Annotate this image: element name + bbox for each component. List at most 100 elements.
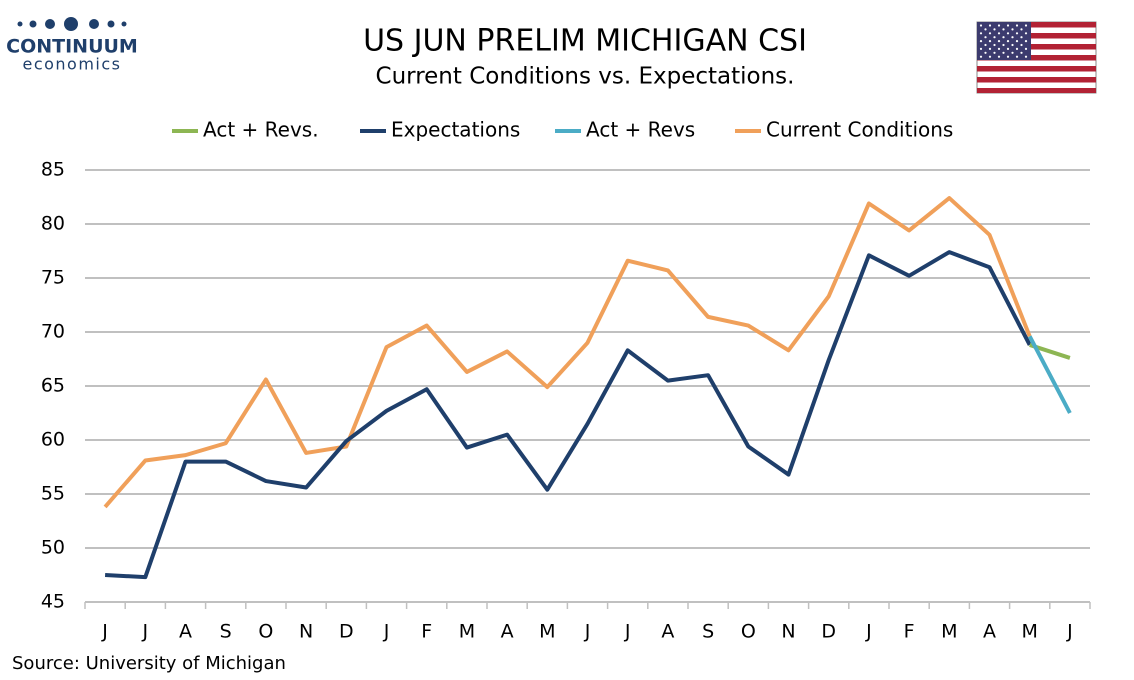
- y-tick-label: 55: [41, 483, 65, 505]
- legend-label: Act + Revs.: [203, 118, 319, 142]
- star: [993, 43, 996, 47]
- x-tick-label: M: [941, 621, 957, 643]
- star: [1006, 47, 1010, 51]
- star: [997, 24, 1001, 27]
- star: [979, 40, 983, 43]
- star: [988, 24, 992, 27]
- flag-stars: [979, 24, 1028, 58]
- flag-canton: [977, 22, 1031, 60]
- source: Source: University of Michigan: [12, 653, 286, 674]
- star: [1002, 36, 1005, 39]
- star: [1011, 51, 1014, 54]
- x-tick-label: S: [220, 621, 232, 643]
- star: [1020, 51, 1023, 54]
- star: [1024, 32, 1028, 35]
- logo-dot: [107, 20, 115, 28]
- star: [979, 24, 983, 27]
- star: [993, 28, 996, 31]
- star: [1015, 40, 1019, 43]
- star: [1024, 40, 1028, 43]
- star: [988, 55, 992, 58]
- star: [984, 28, 987, 31]
- x-tick-label: M: [539, 621, 555, 643]
- star: [1002, 51, 1005, 54]
- legend-label: Expectations: [391, 118, 520, 142]
- logo-dot: [64, 17, 78, 31]
- chart-title: US JUN PRELIM MICHIGAN CSI: [363, 24, 807, 59]
- x-tick-label: J: [141, 621, 148, 643]
- star: [997, 32, 1001, 35]
- x-tick-label: J: [584, 621, 591, 643]
- star: [1020, 28, 1023, 31]
- logo-dot: [29, 20, 37, 28]
- star: [1006, 55, 1010, 58]
- y-tick-label: 65: [41, 375, 65, 397]
- logo-name: CONTINUUM: [6, 36, 138, 58]
- y-tick-label: 60: [41, 429, 65, 451]
- x-tick-label: F: [421, 621, 432, 643]
- y-tick-label: 75: [41, 267, 65, 289]
- x-tick-label: S: [702, 621, 714, 643]
- star: [1006, 32, 1010, 35]
- star: [997, 55, 1001, 58]
- star: [1020, 43, 1023, 47]
- x-tick-label: O: [741, 621, 756, 643]
- y-tick-label: 45: [41, 591, 65, 613]
- x-tick-label: N: [781, 621, 795, 643]
- logo-tagline: economics: [22, 55, 121, 74]
- logo-dot: [17, 21, 23, 27]
- star: [1015, 32, 1019, 35]
- star: [979, 47, 983, 51]
- x-tick-label: A: [501, 621, 514, 643]
- x-tick-label: J: [101, 621, 108, 643]
- x-tick-label: F: [904, 621, 915, 643]
- x-tick-label: N: [299, 621, 313, 643]
- series-line: [104, 250, 1032, 580]
- star: [984, 43, 987, 47]
- star: [1015, 24, 1019, 27]
- x-tick-label: J: [1066, 621, 1073, 643]
- x-tick-label: M: [459, 621, 475, 643]
- star: [997, 40, 1001, 43]
- star: [1002, 43, 1005, 47]
- y-tick-label: 50: [41, 537, 65, 559]
- star: [984, 36, 987, 39]
- star: [1024, 55, 1028, 58]
- star: [979, 32, 983, 35]
- star: [988, 32, 992, 35]
- star: [1024, 24, 1028, 27]
- x-tick-label: A: [983, 621, 996, 643]
- star: [1015, 55, 1019, 58]
- star: [993, 51, 996, 54]
- star: [993, 36, 996, 39]
- star: [1006, 24, 1010, 27]
- legend-label: Current Conditions: [766, 118, 953, 142]
- logo: CONTINUUM economics: [6, 17, 138, 74]
- x-tick-label: A: [661, 621, 674, 643]
- y-tick-label: 70: [41, 321, 65, 343]
- star: [1002, 28, 1005, 31]
- logo-dot: [89, 19, 99, 29]
- x-tick-label: D: [339, 621, 354, 643]
- x-tick-label: M: [1021, 621, 1037, 643]
- star: [984, 51, 987, 54]
- x-tick-label: J: [624, 621, 631, 643]
- series-line: [1027, 335, 1072, 414]
- star: [1006, 40, 1010, 43]
- x-tick-label: O: [258, 621, 273, 643]
- x-tick-label: J: [383, 621, 390, 643]
- star: [1015, 47, 1019, 51]
- star: [1024, 47, 1028, 51]
- star: [988, 47, 992, 51]
- y-tick-label: 80: [41, 213, 65, 235]
- legend-label: Act + Revs: [586, 118, 695, 142]
- x-tick-label: A: [179, 621, 192, 643]
- logo-dot: [45, 19, 55, 29]
- star: [1011, 28, 1014, 31]
- star: [1011, 43, 1014, 47]
- star: [1011, 36, 1014, 39]
- flag: [976, 21, 1097, 94]
- series-line: [103, 196, 1032, 509]
- star: [997, 47, 1001, 51]
- x-tick-label: J: [865, 621, 872, 643]
